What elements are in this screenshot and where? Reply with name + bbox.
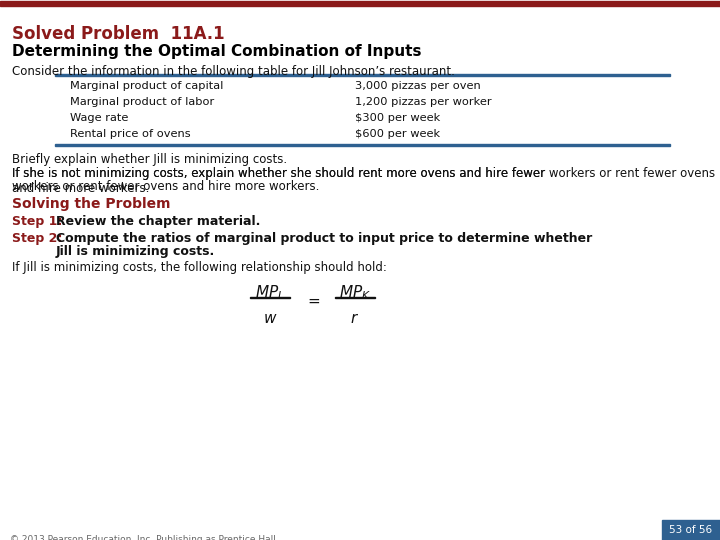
- Text: $=$: $=$: [305, 293, 321, 308]
- Bar: [250, 296, 290, 298]
- Bar: [662, 520, 720, 540]
- Text: 53 of 56: 53 of 56: [670, 525, 713, 535]
- Text: Briefly explain whether Jill is minimizing costs.: Briefly explain whether Jill is minimizi…: [12, 153, 287, 166]
- Text: 3,000 pizzas per oven: 3,000 pizzas per oven: [355, 81, 481, 91]
- Text: $\mathit{MP}_L$: $\mathit{MP}_L$: [255, 283, 285, 302]
- Text: Consider the information in the following table for Jill Johnson’s restaurant.: Consider the information in the followin…: [12, 65, 455, 78]
- Text: Step 2:: Step 2:: [12, 232, 63, 245]
- Bar: [55, 74, 670, 76]
- Text: $300 per week: $300 per week: [355, 113, 440, 123]
- Bar: [0, 1, 720, 6]
- Text: © 2013 Pearson Education, Inc. Publishing as Prentice Hall: © 2013 Pearson Education, Inc. Publishin…: [10, 535, 276, 540]
- Text: Marginal product of capital: Marginal product of capital: [70, 81, 223, 91]
- Text: $600 per week: $600 per week: [355, 129, 440, 139]
- Text: workers or rent fewer ovens and hire more workers.: workers or rent fewer ovens and hire mor…: [12, 180, 320, 193]
- Text: $\mathit{MP}_K$: $\mathit{MP}_K$: [339, 283, 371, 302]
- Text: If she is not minimizing costs, explain whether she should rent more ovens and h: If she is not minimizing costs, explain …: [12, 167, 545, 180]
- Bar: [55, 144, 670, 146]
- Text: Step 1:: Step 1:: [12, 215, 63, 228]
- Text: Determining the Optimal Combination of Inputs: Determining the Optimal Combination of I…: [12, 44, 421, 59]
- Bar: [335, 296, 375, 298]
- Text: 1,200 pizzas per worker: 1,200 pizzas per worker: [355, 97, 492, 107]
- Text: Solved Problem  11A.1: Solved Problem 11A.1: [12, 25, 225, 43]
- Text: Marginal product of labor: Marginal product of labor: [70, 97, 215, 107]
- Text: Rental price of ovens: Rental price of ovens: [70, 129, 191, 139]
- Text: $\mathit{w}$: $\mathit{w}$: [263, 311, 277, 326]
- Text: Solving the Problem: Solving the Problem: [12, 197, 171, 211]
- Text: Compute the ratios of marginal product to input price to determine whether: Compute the ratios of marginal product t…: [56, 232, 593, 245]
- Text: Jill is minimizing costs.: Jill is minimizing costs.: [56, 245, 215, 258]
- Text: Review the chapter material.: Review the chapter material.: [56, 215, 261, 228]
- Text: If she is not minimizing costs, explain whether she should rent more ovens and h: If she is not minimizing costs, explain …: [12, 167, 715, 195]
- Text: If Jill is minimizing costs, the following relationship should hold:: If Jill is minimizing costs, the followi…: [12, 261, 387, 274]
- Text: Wage rate: Wage rate: [70, 113, 128, 123]
- Text: $\mathit{r}$: $\mathit{r}$: [351, 311, 359, 326]
